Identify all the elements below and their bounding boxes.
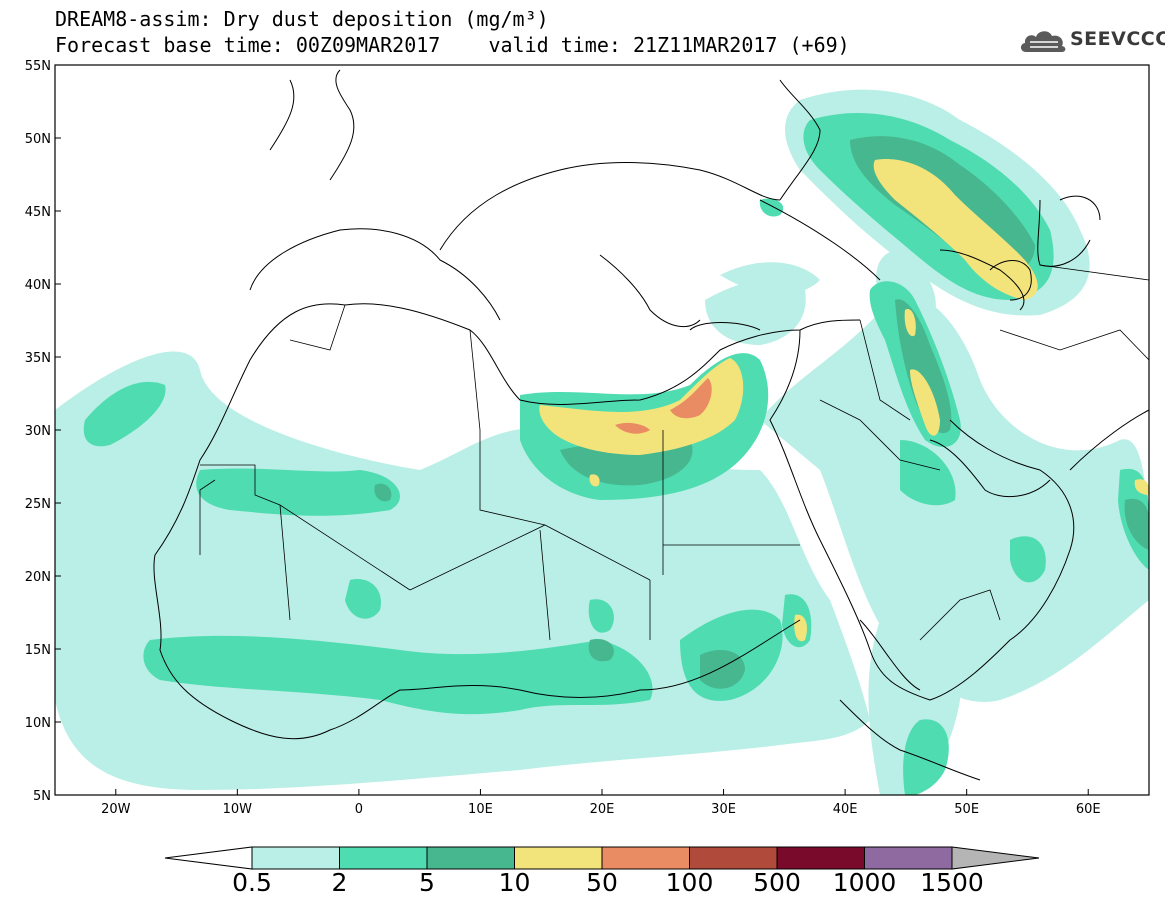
dust-level-50 [615,378,712,434]
colorbar-swatch [426,846,515,870]
lat-tick-label: 50N [25,132,51,147]
colorbar-label: 1000 [832,868,897,897]
forecast-time-label: Forecast base time: 00Z09MAR2017 valid t… [55,33,850,57]
seevccc-logo: SEEVCCC [1018,26,1165,56]
colorbar-label: 100 [665,868,714,897]
colorbar [164,846,1040,870]
lat-tick-label: 5N [33,789,51,804]
colorbar-label: 10 [498,868,531,897]
colorbar-swatch [251,846,340,870]
colorbar-label: 5 [419,868,435,897]
colorbar-label: 0.5 [232,868,272,897]
map-title: DREAM8-assim: Dry dust deposition (mg/m³… [55,7,549,31]
lat-tick-label: 55N [25,59,51,74]
lon-tick-label: 40E [833,802,858,817]
lon-tick-label: 0 [355,802,363,817]
colorbar-over-arrow [951,846,1040,870]
colorbar-swatch [864,846,953,870]
lat-tick-label: 45N [25,205,51,220]
lon-tick-label: 50E [954,802,979,817]
colorbar-swatch [689,846,778,870]
lat-tick-label: 10N [25,716,51,731]
colorbar-label: 1500 [920,868,984,897]
logo-text: SEEVCCC [1070,28,1165,50]
lon-tick-label: 10E [468,802,493,817]
lon-tick-label: 60E [1076,802,1101,817]
colorbar-swatch [339,846,428,870]
lat-tick-label: 30N [25,424,51,439]
lon-tick-label: 30E [711,802,736,817]
colorbar-swatch [514,846,603,870]
lat-tick-label: 25N [25,497,51,512]
colorbar-swatch [601,846,690,870]
lat-tick-label: 40N [25,278,51,293]
lat-tick-label: 15N [25,643,51,658]
colorbar-label: 500 [753,868,801,897]
coastlines [153,69,1149,781]
colorbar-under-arrow [164,846,253,870]
cloud-icon [1020,31,1066,52]
lon-tick-label: 10W [223,802,253,817]
lat-tick-label: 20N [25,570,51,585]
longitude-ticks: 20W 10W 0 10E 20E 30E 40E 50E 60E [101,789,1101,817]
lat-tick-label: 35N [25,351,51,366]
colorbar-label: 50 [586,868,618,897]
latitude-ticks: 55N 50N 45N 40N 35N 30N 25N 20N 15N 10N 5N [25,59,61,804]
country-borders [199,264,1149,641]
dust-field [55,89,1149,795]
colorbar-swatch [776,846,865,870]
lon-tick-label: 20E [590,802,615,817]
colorbar-label: 2 [331,868,348,897]
lon-tick-label: 20W [101,802,131,817]
